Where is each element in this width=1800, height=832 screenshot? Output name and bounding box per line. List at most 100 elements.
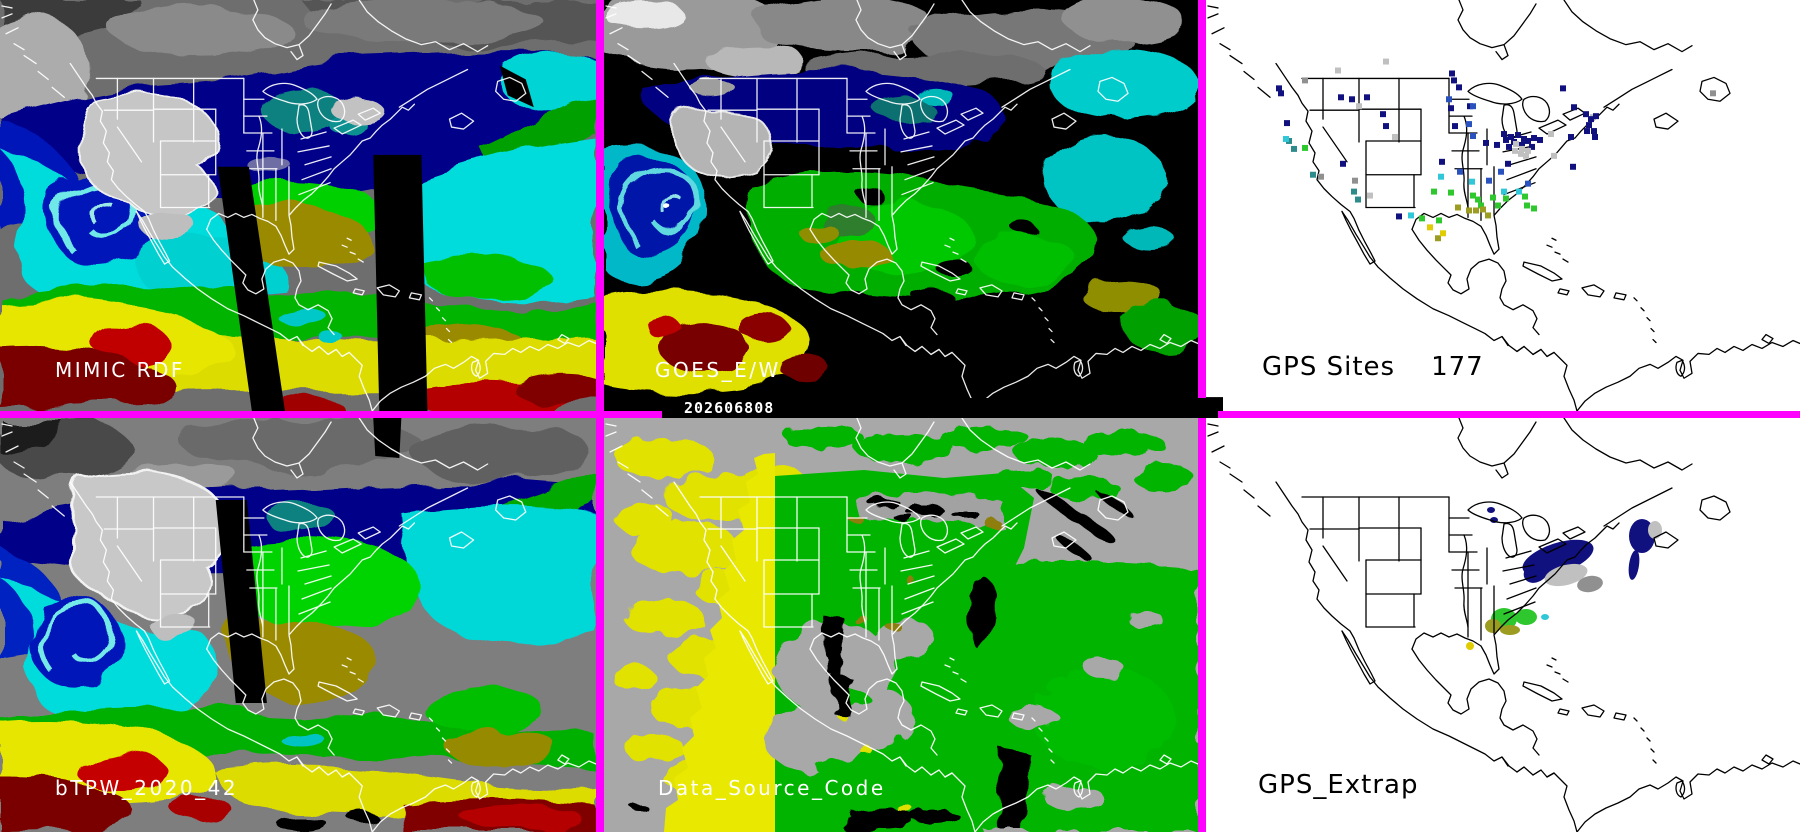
- gps-site-dot: [1367, 192, 1373, 199]
- gps-site-dot: [1537, 137, 1543, 143]
- gps-site-dot: [1284, 120, 1290, 127]
- gps-site-dot: [1276, 85, 1282, 92]
- gps-site-dot: [1503, 195, 1509, 202]
- gps-extrap-region: [1487, 507, 1495, 513]
- gps-site-dot: [1512, 147, 1518, 154]
- gps-site-dot: [1291, 145, 1297, 152]
- gps-site-dot: [1446, 96, 1452, 103]
- gps-site-dot: [1438, 173, 1444, 180]
- gps-site-dot: [1302, 144, 1308, 151]
- gps-site-dot: [1506, 143, 1512, 150]
- gps-site-dot: [1591, 128, 1597, 135]
- gps-site-dot: [1473, 207, 1479, 214]
- gps-site-dot: [1503, 137, 1509, 143]
- gps-site-dot: [1531, 205, 1537, 212]
- gps-extrap-label: GPS_Extrap: [1258, 770, 1419, 800]
- gps-site-dot: [1519, 145, 1525, 152]
- gps-extrap-region: [1541, 614, 1549, 620]
- gps-site-dot: [1523, 152, 1529, 159]
- gps-site-dot: [1349, 96, 1355, 103]
- gps-site-dot: [1310, 171, 1316, 178]
- gps-site-dot: [1525, 180, 1531, 187]
- timestamp-bar: 202606808: [662, 398, 1218, 418]
- gps-site-dot: [1427, 224, 1433, 231]
- gps-sites-caption: GPS Sites 177: [1262, 352, 1484, 382]
- gps-site-dot: [1451, 77, 1457, 84]
- gps-site-dot: [1525, 137, 1531, 144]
- panel-mimic-rdf: MIMIC RDF: [0, 0, 596, 411]
- gps-site-dot: [1431, 188, 1437, 195]
- gps-extrap-region: [1577, 575, 1603, 593]
- gps-site-dot: [1352, 177, 1358, 184]
- gps-site-dot: [1524, 202, 1530, 209]
- gps-site-dot: [1455, 204, 1461, 211]
- gps-site-dot: [1583, 111, 1589, 118]
- gps-site-dot: [1560, 85, 1566, 92]
- gps-site-dot: [1466, 207, 1472, 214]
- gps-site-dot: [1508, 134, 1514, 140]
- gps-site-dot: [1335, 67, 1341, 74]
- data-source-label: Data_Source_Code: [658, 776, 886, 800]
- btpw-label: bTPW_2020_42: [55, 776, 239, 800]
- panel-data-source-code: Data_Source_Code: [604, 418, 1198, 832]
- gps-sites-map: [1206, 0, 1800, 411]
- gps-site-dot: [1593, 113, 1599, 120]
- gps-site-dot: [1548, 131, 1554, 137]
- gps-site-dot: [1483, 139, 1489, 146]
- gps-site-dot: [1470, 192, 1476, 199]
- gps-site-dot: [1457, 168, 1463, 175]
- gps-site-dot: [1501, 188, 1507, 195]
- gps-site-dot: [1448, 189, 1454, 196]
- gps-site-dot: [1531, 135, 1537, 141]
- gps-site-dot: [1495, 202, 1501, 209]
- gps-site-dot: [1571, 104, 1577, 111]
- gps-site-dot: [1383, 58, 1389, 65]
- gps-site-dot: [1452, 123, 1458, 130]
- gps-site-dot: [1470, 103, 1476, 110]
- gps-sites-count: 177: [1431, 352, 1484, 382]
- gps-extrap-region: [1485, 619, 1501, 633]
- mimic-rdf-imagery: [0, 0, 596, 411]
- goes-ew-imagery: [604, 0, 1198, 411]
- gps-site-dot: [1356, 103, 1362, 110]
- panel-btpw: bTPW_2020_42: [0, 418, 596, 832]
- gps-site-dot: [1519, 141, 1525, 148]
- gps-site-dot: [1568, 134, 1574, 140]
- gps-site-dot: [1283, 136, 1289, 142]
- goes-ew-label: GOES_E/W: [655, 358, 781, 382]
- panel-gps-extrap: GPS_Extrap: [1206, 418, 1800, 832]
- gps-site-dot: [1355, 196, 1361, 203]
- gps-site-dot: [1485, 212, 1491, 219]
- gps-site-dot: [1338, 94, 1344, 101]
- gps-extrap-region: [1648, 521, 1662, 539]
- gps-sites-label: GPS Sites: [1262, 352, 1396, 382]
- gps-site-dot: [1448, 105, 1454, 112]
- gps-extrap-region: [1544, 563, 1588, 587]
- gps-site-dot: [1584, 128, 1590, 135]
- gps-site-dot: [1392, 134, 1398, 140]
- gps-site-dot: [1478, 202, 1484, 209]
- gps-site-dot: [1515, 132, 1521, 138]
- gps-site-dot: [1470, 133, 1476, 139]
- gps-site-dot: [1318, 173, 1324, 180]
- gps-site-dot: [1586, 122, 1592, 129]
- gps-extrap-region: [1628, 550, 1640, 580]
- btpw-imagery: [0, 418, 596, 832]
- gps-site-dot: [1278, 90, 1284, 97]
- gps-site-dot: [1440, 230, 1446, 237]
- gps-site-dot: [1419, 215, 1425, 222]
- panel-goes-ew: GOES_E/W: [604, 0, 1198, 411]
- gps-site-dot: [1505, 160, 1511, 167]
- gps-site-dot: [1396, 213, 1402, 220]
- timestamp-text: 202606808: [684, 399, 775, 417]
- gps-site-dot: [1494, 141, 1500, 148]
- gps-site-dot: [1475, 196, 1481, 203]
- gps-site-dot: [1498, 168, 1504, 175]
- gps-extrap-caption: GPS_Extrap: [1258, 770, 1418, 800]
- gps-site-dot: [1486, 177, 1492, 184]
- gps-site-dot: [1570, 163, 1576, 170]
- gps-site-dot: [1588, 116, 1594, 123]
- gps-site-dot: [1466, 121, 1472, 128]
- gps-site-dot: [1351, 188, 1357, 195]
